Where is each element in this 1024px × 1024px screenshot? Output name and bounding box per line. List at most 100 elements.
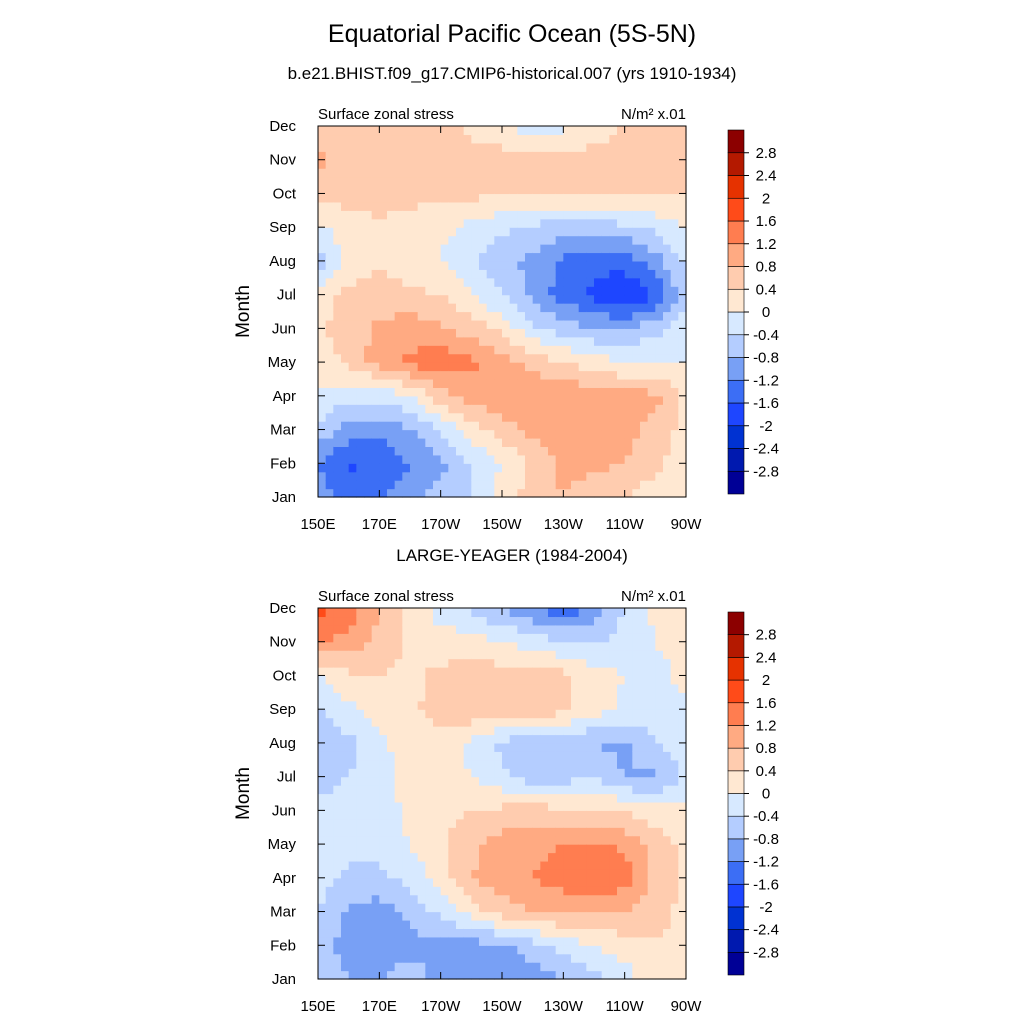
field-cell	[563, 818, 572, 828]
colorbar-label: 0.4	[756, 281, 777, 298]
field-cell	[356, 709, 365, 719]
field-cell	[486, 945, 495, 955]
field-cell	[394, 412, 403, 422]
field-cell	[548, 919, 557, 930]
field-cell	[517, 692, 526, 702]
field-cell	[463, 463, 472, 473]
field-cell	[494, 303, 503, 313]
field-cell	[494, 244, 503, 254]
field-cell	[525, 776, 534, 786]
field-cell	[525, 126, 534, 136]
field-cell	[325, 210, 334, 220]
field-cell	[456, 962, 465, 972]
field-cell	[394, 303, 403, 313]
field-cell	[356, 844, 365, 854]
field-cell	[609, 945, 618, 955]
field-cell	[647, 159, 656, 169]
field-cell	[517, 658, 526, 668]
field-cell	[356, 201, 365, 211]
field-cell	[640, 446, 649, 456]
field-cell	[586, 768, 595, 778]
field-cell	[509, 852, 518, 862]
field-cell	[509, 886, 518, 896]
field-cell	[525, 244, 534, 254]
field-cell	[394, 641, 403, 651]
field-cell	[555, 894, 564, 904]
field-cell	[624, 667, 633, 677]
field-cell	[348, 463, 357, 473]
field-cell	[571, 936, 580, 946]
field-cell	[333, 877, 342, 887]
field-cell	[471, 945, 480, 955]
field-cell	[532, 700, 541, 710]
field-cell	[356, 894, 365, 904]
field-cell	[440, 945, 449, 955]
field-cell	[555, 877, 564, 887]
field-cell	[325, 176, 334, 186]
field-cell	[678, 616, 687, 626]
field-cell	[601, 936, 610, 946]
field-cell	[494, 852, 503, 862]
field-cell	[555, 387, 564, 397]
field-cell	[640, 235, 649, 245]
field-cell	[632, 700, 641, 710]
field-cell	[471, 159, 480, 169]
field-cell	[670, 860, 679, 870]
field-cell	[348, 928, 357, 938]
field-cell	[617, 818, 626, 828]
field-cell	[563, 176, 572, 186]
field-cell	[609, 210, 618, 220]
field-cell	[624, 421, 633, 431]
field-cell	[448, 142, 457, 152]
field-cell	[456, 970, 465, 980]
field-cell	[647, 454, 656, 464]
field-cell	[601, 801, 610, 811]
field-cell	[448, 928, 457, 938]
field-cell	[433, 134, 442, 144]
field-cell	[617, 835, 626, 845]
field-cell	[371, 454, 380, 464]
field-cell	[486, 168, 495, 178]
field-cell	[371, 218, 380, 228]
field-cell	[486, 633, 495, 643]
field-cell	[678, 311, 687, 321]
field-cell	[624, 370, 633, 380]
field-cell	[517, 945, 526, 955]
colorbar-swatch	[727, 197, 745, 222]
field-cell	[440, 404, 449, 414]
field-cell	[509, 835, 518, 845]
field-cell	[624, 235, 633, 245]
field-cell	[555, 429, 564, 439]
field-cell	[471, 768, 480, 778]
field-cell	[594, 608, 603, 618]
field-cell	[371, 641, 380, 651]
field-cell	[394, 471, 403, 481]
field-cell	[494, 869, 503, 879]
field-cell	[433, 894, 442, 904]
field-cell	[517, 717, 526, 727]
field-cell	[440, 142, 449, 152]
field-cell	[601, 429, 610, 439]
field-cell	[371, 328, 380, 338]
field-cell	[548, 437, 557, 448]
field-cell	[371, 429, 380, 439]
field-cell	[417, 151, 426, 161]
field-cell	[471, 970, 480, 980]
field-cell	[318, 429, 327, 439]
field-cell	[325, 319, 334, 329]
field-cell	[532, 818, 541, 828]
field-cell	[325, 692, 334, 702]
field-cell	[540, 650, 549, 660]
field-cell	[318, 294, 327, 304]
field-cell	[617, 235, 626, 245]
field-cell	[410, 903, 419, 913]
field-cell	[333, 616, 342, 626]
field-cell	[425, 742, 434, 752]
field-cell	[571, 471, 580, 481]
field-cell	[509, 818, 518, 828]
field-cell	[387, 911, 396, 921]
field-cell	[578, 404, 587, 414]
field-cell	[364, 134, 373, 144]
field-cell	[563, 193, 572, 203]
colorbar-swatch	[727, 952, 745, 976]
